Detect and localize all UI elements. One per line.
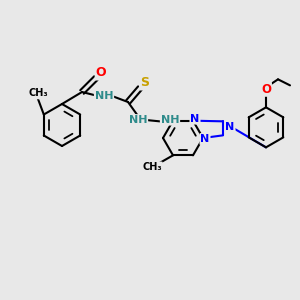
Text: N: N [225, 122, 235, 132]
Text: O: O [96, 67, 106, 80]
Text: CH₃: CH₃ [142, 162, 162, 172]
Text: O: O [261, 83, 271, 96]
Text: NH: NH [161, 115, 179, 125]
Text: NH: NH [129, 115, 147, 125]
Text: NH: NH [95, 91, 113, 101]
Text: N: N [200, 134, 210, 144]
Text: S: S [140, 76, 149, 89]
Text: CH₃: CH₃ [28, 88, 48, 98]
Text: N: N [190, 114, 200, 124]
